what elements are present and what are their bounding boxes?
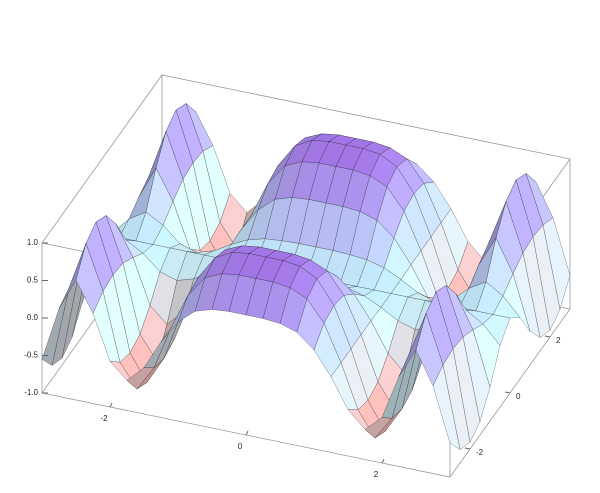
surface-patch — [482, 314, 511, 347]
surface-patch — [442, 348, 471, 450]
surface-patch — [472, 323, 501, 389]
x-tick-label: -2 — [100, 414, 108, 423]
z-tick-label: 1.0 — [27, 238, 39, 247]
y-tick — [464, 447, 471, 450]
y-tick-label: 0 — [516, 392, 521, 401]
x-tick-label: 2 — [374, 470, 379, 479]
x-tick-label: 0 — [238, 442, 243, 451]
z-tick-label: 0.0 — [27, 313, 39, 322]
y-tick-label: -2 — [476, 448, 484, 457]
x-tick — [245, 430, 249, 436]
y-tick — [544, 335, 551, 338]
surface-patch — [452, 336, 481, 444]
x-tick — [381, 458, 385, 464]
z-tick-label: 0.5 — [27, 276, 39, 285]
x-tick — [109, 402, 113, 408]
z-tick-label: -0.5 — [24, 351, 38, 360]
y-tick — [504, 391, 511, 394]
z-tick-label: -1.0 — [24, 388, 38, 397]
surface-patch — [432, 364, 461, 451]
surface-patch — [462, 329, 491, 422]
y-tick-label: 2 — [556, 336, 561, 345]
